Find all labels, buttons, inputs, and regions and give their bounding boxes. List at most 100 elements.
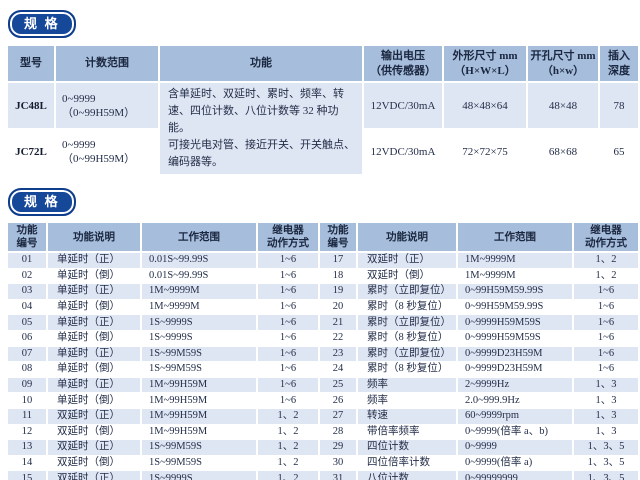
depth-value: 65 [600,129,638,175]
func-no: 01 [8,253,48,269]
count-range-value: 0~9999（0~99H59M） [56,83,160,129]
work-range: 1S~99M59S [142,440,258,456]
model-row-jc48l: JC48L 0~9999（0~99H59M） 含单延时、双延时、累时、频率、转速… [8,83,638,175]
work-range: 1S~9999S [142,330,258,347]
col-function: 功能 [160,46,364,83]
func-desc: 单延时（正） [48,315,142,331]
func-no: 04 [8,299,48,316]
work-range: 2~9999Hz [458,377,574,394]
func-no: 09 [8,377,48,394]
func-no: 12 [8,424,48,441]
work-range: 1S~99M59S [142,455,258,472]
func-no: 19 [320,284,358,300]
work-range: 0~9999(倍率 a、b) [458,424,574,441]
function-table-row: 07 单延时（正） 1S~99M59S 1~6 23 累时（立即复位） 0~99… [8,346,638,363]
relay-mode: 1~6 [258,377,320,394]
func-desc: 双延时（倒） [358,268,458,285]
work-range: 1M~9999M [142,299,258,316]
relay-mode: 1、2 [258,440,320,456]
func-desc: 转速 [358,408,458,425]
col-func-no-right: 功能 编号 [320,223,358,253]
relay-mode: 1、3 [574,408,638,425]
func-no: 26 [320,393,358,409]
work-range: 2.0~999.9Hz [458,393,574,409]
function-table-row: 10 单延时（倒） 1M~99H59M 1~6 26 频率 2.0~999.9H… [8,393,638,409]
count-range-value: 0~9999（0~99H59M） [56,129,160,175]
relay-mode: 1~6 [574,284,638,300]
function-table-header: 功能 编号 功能说明 工作范围 继电器 动作方式 功能 编号 功能说明 工作范围… [8,223,638,253]
relay-mode: 1~6 [258,268,320,285]
work-range: 0~9999D23H59M [458,362,574,378]
col-relay-mode-left: 继电器 动作方式 [258,223,320,253]
col-func-desc-right: 功能说明 [358,223,458,253]
work-range: 0~9999D23H59M [458,346,574,363]
func-desc: 累时（立即复位） [358,315,458,331]
func-no: 11 [8,408,48,425]
func-desc: 带倍率频率 [358,424,458,441]
model-name: JC72L [8,129,56,175]
work-range: 1S~9999S [142,471,258,480]
func-desc: 单延时（正） [48,253,142,269]
func-desc: 双延时（正） [358,253,458,269]
dimensions-value: 48×48×64 [444,83,528,129]
func-no: 15 [8,471,48,480]
func-no: 22 [320,330,358,347]
relay-mode: 1~6 [258,362,320,378]
col-func-desc-left: 功能说明 [48,223,142,253]
function-table-row: 13 双延时（正） 1S~99M59S 1、2 29 四位计数 0~9999 1… [8,440,638,456]
relay-mode: 1~6 [258,330,320,347]
col-func-no-left: 功能 编号 [8,223,48,253]
func-no: 05 [8,315,48,331]
relay-mode: 1~6 [574,362,638,378]
func-desc: 四位计数 [358,440,458,456]
col-dimensions: 外形尺寸 mm （H×W×L） [444,46,528,83]
work-range: 0.01S~99.99S [142,268,258,285]
func-no: 24 [320,362,358,378]
relay-mode: 1、2 [574,269,638,285]
col-work-range-left: 工作范围 [142,223,258,253]
work-range: 0~9999 [458,440,574,456]
col-work-range-right: 工作范围 [458,223,574,253]
relay-mode: 1、3 [574,377,638,394]
relay-mode: 1~6 [258,299,320,316]
func-desc: 单延时（倒） [48,393,142,409]
func-desc: 累时（8 秒复位） [358,362,458,378]
relay-mode: 1、3、5 [574,456,638,472]
col-output-voltage: 输出电压 （供传感器） [364,46,444,83]
func-desc: 双延时（正） [48,440,142,456]
function-header-row: 功能 编号 功能说明 工作范围 继电器 动作方式 功能 编号 功能说明 工作范围… [8,223,638,253]
cutout-value: 48×48 [528,83,600,129]
func-no: 10 [8,393,48,409]
relay-mode: 1、2 [258,455,320,472]
relay-mode: 1~6 [574,315,638,331]
work-range: 1M~9999M [458,268,574,285]
col-count-range: 计数范围 [56,46,160,83]
model-header-row: 型号 计数范围 功能 输出电压 （供传感器） 外形尺寸 mm （H×W×L） 开… [8,46,638,83]
function-description-cell: 含单延时、双延时、累时、频率、转速、四位计数、八位计数等 32 种功能。 可接光… [160,83,364,175]
func-desc: 单延时（正） [48,346,142,363]
func-desc: 四位倍率计数 [358,455,458,472]
work-range: 0~99H59M59.99S [458,299,574,316]
func-no: 07 [8,346,48,363]
relay-mode: 1~6 [258,253,320,269]
col-cutout: 开孔尺寸 mm （h×w） [528,46,600,83]
function-table-row: 01 单延时（正） 0.01S~99.99S 1~6 17 双延时（正） 1M~… [8,253,638,269]
function-table-row: 12 双延时（倒） 1M~99H59M 1、2 28 带倍率频率 0~9999(… [8,424,638,441]
work-range: 1M~9999M [458,253,574,269]
relay-mode: 1、3、5 [574,440,638,456]
cutout-value: 68×68 [528,129,600,175]
func-no: 18 [320,268,358,285]
function-table-row: 08 单延时（倒） 1S~99M59S 1~6 24 累时（8 秒复位） 0~9… [8,362,638,378]
func-desc: 双延时（倒） [48,424,142,441]
work-range: 1M~99H59M [142,408,258,425]
function-table-row: 03 单延时（正） 1M~9999M 1~6 19 累时（立即复位） 0~99H… [8,284,638,300]
relay-mode: 1~6 [258,393,320,409]
func-no: 23 [320,346,358,363]
section-badge-spec-1: 规 格 [8,10,76,38]
section-badge-spec-2: 规 格 [8,188,76,216]
func-no: 06 [8,330,48,347]
func-no: 20 [320,299,358,316]
relay-mode: 1、3、5 [574,471,638,480]
relay-mode: 1~6 [258,315,320,331]
